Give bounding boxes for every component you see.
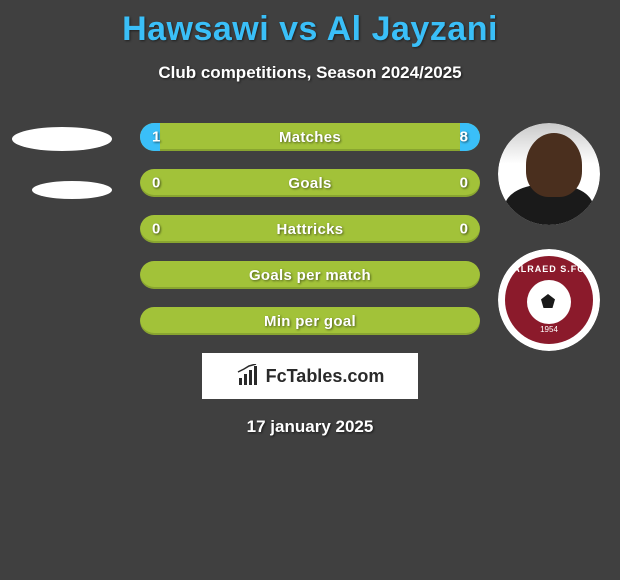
subtitle: Club competitions, Season 2024/2025 (0, 63, 620, 83)
comparison-rows: ALRAED S.FC 1954 1 Matches 8 0 Goals 0 0… (0, 123, 620, 335)
club-right-badge: ALRAED S.FC 1954 (498, 249, 600, 351)
brand-box: FcTables.com (202, 353, 418, 399)
placeholder-ellipse-icon (12, 127, 112, 151)
stat-label: Hattricks (277, 221, 344, 238)
stat-right-value: 0 (460, 175, 468, 192)
club-year: 1954 (540, 325, 558, 334)
placeholder-ellipse-icon (32, 181, 112, 199)
stat-right-value: 0 (460, 221, 468, 238)
player-photo-icon (498, 123, 600, 225)
page-title: Hawsawi vs Al Jayzani (0, 0, 620, 49)
stat-label: Goals (288, 175, 331, 192)
date-text: 17 january 2025 (0, 417, 620, 437)
brand-text: FcTables.com (266, 366, 385, 387)
soccer-ball-icon (527, 280, 571, 324)
stat-row-goals-per-match: Goals per match (140, 261, 480, 289)
club-crest-icon: ALRAED S.FC 1954 (498, 249, 600, 351)
bar-chart-icon (236, 364, 260, 388)
stat-row-hattricks: 0 Hattricks 0 (140, 215, 480, 243)
stat-label: Matches (279, 129, 341, 146)
stat-left-value: 0 (152, 221, 160, 238)
club-name: ALRAED S.FC (513, 264, 585, 274)
stat-label: Min per goal (264, 313, 356, 330)
player-left-avatar-group (12, 127, 122, 237)
stat-left-value: 1 (152, 129, 160, 146)
stat-row-min-per-goal: Min per goal (140, 307, 480, 335)
stat-row-goals: 0 Goals 0 (140, 169, 480, 197)
stat-row-matches: 1 Matches 8 (140, 123, 480, 151)
player-right-avatar (498, 123, 600, 225)
stat-label: Goals per match (249, 267, 371, 284)
stat-right-value: 8 (460, 129, 468, 146)
stat-left-value: 0 (152, 175, 160, 192)
